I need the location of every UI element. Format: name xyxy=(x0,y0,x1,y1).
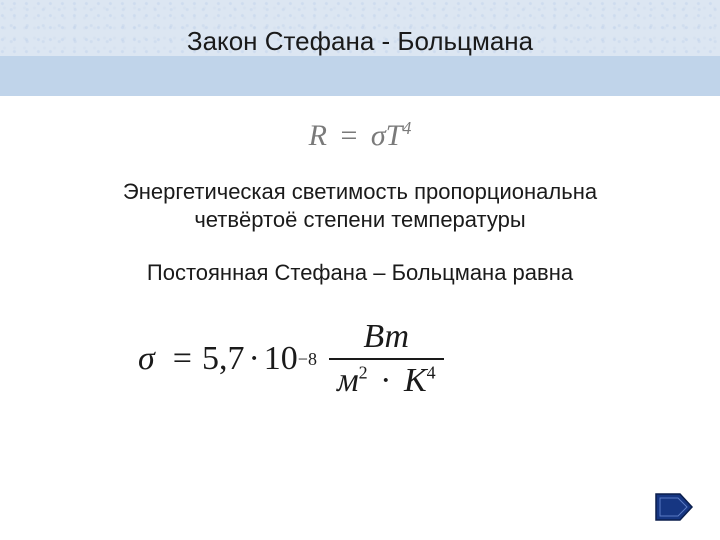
mult-dot: · xyxy=(248,340,259,378)
formula-op: = xyxy=(340,119,357,152)
sigma-symbol: σ xyxy=(138,340,155,378)
description-2: Постоянная Стефана – Больцмана равна xyxy=(40,260,680,286)
unit-denominator: м2 · К4 xyxy=(329,360,444,400)
unit-fraction: Вт м2 · К4 xyxy=(329,318,444,400)
formula-exp: 4 xyxy=(402,118,411,138)
unit-k: К xyxy=(404,362,427,399)
description-1: Энергетическая светимость пропорциональн… xyxy=(40,178,680,233)
unit-m: м xyxy=(337,362,359,399)
unit-k-exp: 4 xyxy=(427,363,436,383)
next-button[interactable] xyxy=(654,492,694,522)
equals: = xyxy=(173,340,192,378)
page-title: Закон Стефана - Больцмана xyxy=(0,26,720,57)
unit-m-exp: 2 xyxy=(359,363,368,383)
coefficient: 5,7 xyxy=(202,340,245,378)
arrow-right-icon xyxy=(654,492,694,522)
desc1-line1: Энергетическая светимость пропорциональн… xyxy=(123,179,597,204)
formula-main: R = σT4 xyxy=(0,118,720,153)
unit-dot: · xyxy=(380,362,391,399)
formula-constant: σ = 5,7 · 10−8 Вт м2 · К4 xyxy=(138,318,444,400)
title-bar xyxy=(0,56,720,96)
exponent: −8 xyxy=(298,349,317,370)
formula-lhs: R xyxy=(309,119,327,152)
formula-rhs: σT xyxy=(371,119,402,152)
unit-numerator: Вт xyxy=(355,318,417,358)
base-ten: 10 xyxy=(264,340,298,378)
desc1-line2: четвёртоё степени температуры xyxy=(194,207,525,232)
